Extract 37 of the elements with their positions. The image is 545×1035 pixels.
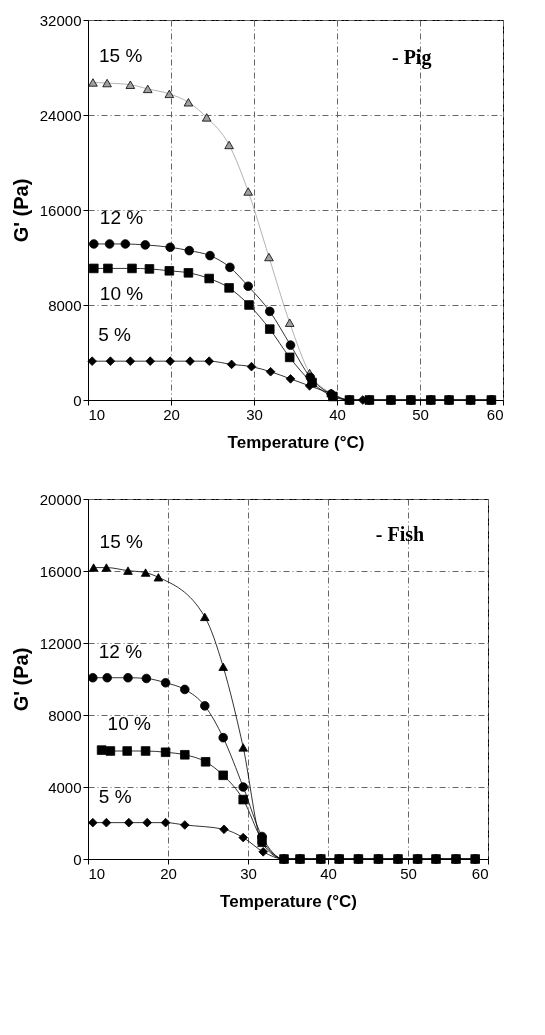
- x-tick-label: 10: [88, 405, 106, 423]
- x-tick-label: 60: [486, 405, 504, 423]
- text: - Pig: [391, 46, 432, 69]
- x-tick-label: 60: [471, 864, 489, 882]
- x-tick-label: 10: [88, 864, 106, 882]
- y-axis-title: G' (Pa): [9, 178, 32, 243]
- series-label: 5 %: [98, 324, 131, 346]
- y-tick-label: 0: [73, 391, 82, 409]
- text: - Fish: [375, 523, 425, 545]
- x-tick-label: 40: [329, 405, 346, 423]
- y-tick-label: 4000: [48, 778, 82, 796]
- y-tick-label: 16000: [39, 562, 82, 580]
- x-tick-label: 50: [400, 864, 417, 882]
- series-label: 10 %: [107, 713, 152, 735]
- y-tick-label: 16000: [39, 201, 82, 219]
- y-tick-label: 24000: [39, 106, 82, 124]
- x-tick-label: 30: [240, 864, 257, 882]
- series-label: 15 %: [99, 530, 144, 552]
- x-tick-label: 20: [163, 405, 180, 423]
- y-tick-label: 8000: [48, 706, 82, 724]
- x-tick-label: 50: [412, 405, 429, 423]
- x-axis-title: Temperature (°C): [220, 891, 357, 911]
- x-tick-label: 40: [320, 864, 337, 882]
- x-axis-title: Temperature (°C): [227, 432, 365, 452]
- series-label: 5 %: [98, 785, 132, 807]
- x-tick-label: 30: [246, 405, 263, 423]
- series-label: 10 %: [99, 283, 144, 305]
- series-label: 12 %: [98, 640, 143, 662]
- y-tick-label: 12000: [39, 634, 82, 652]
- series-label: 15 %: [98, 45, 143, 67]
- y-tick-label: 8000: [48, 296, 82, 314]
- y-tick-label: 32000: [39, 11, 82, 29]
- y-axis-title: G' (Pa): [9, 647, 32, 712]
- y-tick-label: 20000: [39, 490, 82, 508]
- series-label: 12 %: [99, 206, 144, 228]
- y-tick-label: 0: [73, 850, 82, 868]
- x-tick-label: 20: [160, 864, 177, 882]
